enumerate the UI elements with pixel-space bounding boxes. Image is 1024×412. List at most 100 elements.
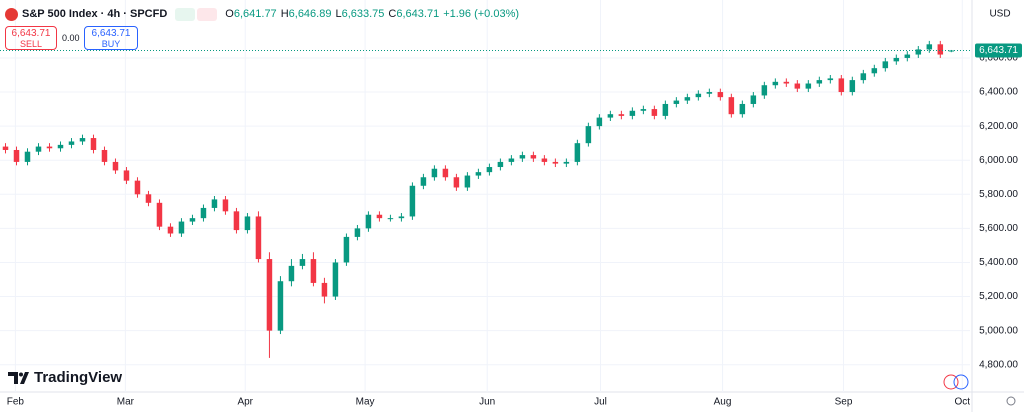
candle-body — [629, 110, 636, 116]
candle-body — [68, 141, 75, 145]
candle-body — [695, 93, 702, 98]
candle-body — [343, 236, 350, 263]
candle-body — [167, 226, 174, 234]
candle-body — [574, 143, 581, 162]
y-tick-label: 5,000.00 — [979, 325, 1018, 336]
x-tick-label: Oct — [955, 397, 971, 408]
candle-body — [288, 265, 295, 282]
candle-body — [673, 100, 680, 104]
header: S&P 500 Index · 4h · SPCFD O6,641.77 H6,6… — [0, 5, 519, 23]
candle-body — [871, 68, 878, 74]
ohlc: O6,641.77 H6,646.89 L6,633.75 C6,643.71 — [225, 8, 439, 20]
indicator-toggle[interactable] — [197, 7, 218, 21]
candle-body — [497, 161, 504, 168]
ohlc-value: 6,646.89 — [288, 8, 332, 20]
candle-body — [2, 146, 9, 150]
toolbar-icons — [943, 374, 1016, 406]
y-tick-label: 6,000.00 — [979, 155, 1018, 166]
candle-body — [90, 138, 97, 150]
x-tick-label: Jun — [479, 397, 495, 408]
candle-body — [783, 81, 790, 84]
y-tick-label: 6,600.00 — [979, 53, 1018, 64]
y-tick-label: 6,400.00 — [979, 87, 1018, 98]
candle-body — [266, 259, 273, 331]
candle-body — [596, 117, 603, 127]
candle-body — [233, 211, 240, 231]
candle-body — [706, 92, 713, 94]
candle-body — [101, 149, 108, 162]
x-tick-label: Apr — [237, 397, 253, 408]
candle-body — [838, 78, 845, 93]
candle-body — [552, 161, 559, 164]
currency: USD — [989, 9, 1010, 20]
candle-body — [486, 167, 493, 173]
candle-body — [717, 92, 724, 98]
candle-body — [57, 144, 64, 149]
candle-body — [46, 146, 53, 149]
last-price-box — [975, 43, 1022, 58]
candle-body — [926, 44, 933, 50]
x-tick-label: Mar — [117, 397, 135, 408]
x-tick-label: Feb — [7, 397, 25, 408]
symbol: S&P 500 Index · 4h · SPCFD — [22, 8, 168, 20]
candle-body — [134, 180, 141, 195]
candle-body — [761, 85, 768, 96]
candle-body — [585, 126, 592, 144]
candle-body — [200, 207, 207, 219]
candle-body — [123, 170, 130, 181]
ohlc-key: C — [388, 8, 397, 20]
candle-body — [827, 78, 834, 81]
candle-body — [937, 44, 944, 55]
y-tick-label: 5,400.00 — [979, 257, 1018, 268]
candle-body — [541, 158, 548, 162]
candle-body — [475, 172, 482, 176]
candle-body — [277, 281, 284, 331]
candle-body — [651, 109, 658, 116]
candle-body — [904, 54, 911, 58]
candle-body — [508, 158, 515, 162]
axes: 4,800.00 5,000.00 5,200.00 5,400.00 5,600.00… — [0, 43, 1022, 408]
candle-body — [244, 216, 251, 231]
candle-body — [893, 57, 900, 62]
x-tick-label: Jul — [594, 397, 607, 408]
candle-body — [387, 218, 394, 220]
candle-body — [662, 103, 669, 116]
candle-body — [882, 61, 889, 69]
candle-body — [750, 95, 757, 104]
candle-body — [299, 259, 306, 266]
brand-logo: TradingView — [8, 369, 122, 386]
sell-button[interactable]: 6,643.71 SELL — [5, 26, 57, 50]
ohlc-key: H — [280, 8, 289, 20]
candle-body — [530, 155, 537, 159]
candles — [2, 40, 955, 358]
buy-label: BUY — [101, 39, 121, 49]
candle-body — [607, 114, 614, 118]
y-tick-label: 5,800.00 — [979, 189, 1018, 200]
candle-body — [156, 202, 163, 227]
market-status[interactable] — [175, 7, 196, 21]
candle-body — [849, 80, 856, 93]
buy-price: 6,643.71 — [91, 28, 131, 39]
candle-body — [816, 80, 823, 84]
candle-body — [79, 138, 86, 142]
x-tick-label: Sep — [835, 397, 853, 408]
symbol-logo — [5, 7, 18, 21]
brand-name: TradingView — [34, 369, 122, 386]
candle-body — [684, 97, 691, 101]
ohlc-value: 6,641.77 — [233, 8, 277, 20]
candle-body — [35, 146, 42, 152]
candle-body — [431, 168, 438, 178]
y-tick-label: 6,200.00 — [979, 121, 1018, 132]
sell-label: SELL — [19, 39, 43, 49]
candle-body — [640, 109, 647, 111]
y-tick-label: 4,800.00 — [979, 359, 1018, 370]
buy-button[interactable]: 6,643.71 BUY — [84, 26, 138, 50]
last-price-label: 6,643.71 — [979, 45, 1018, 56]
candle-body — [464, 175, 471, 188]
candle-body — [376, 214, 383, 219]
candle-body — [13, 149, 20, 162]
candle-body — [310, 259, 317, 283]
candle-body — [178, 221, 185, 234]
